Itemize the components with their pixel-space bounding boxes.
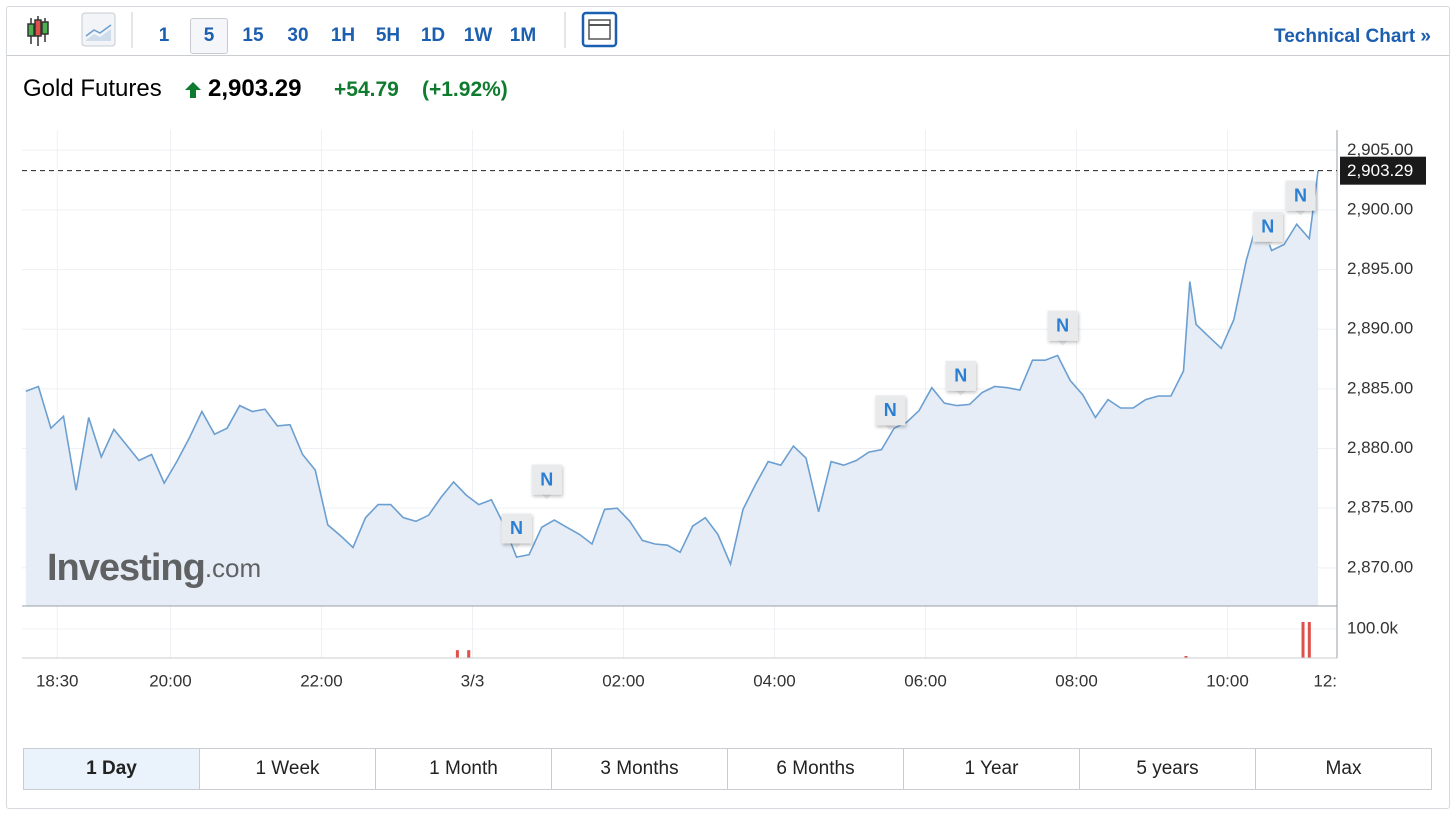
news-marker[interactable]: N <box>1285 180 1316 216</box>
range-button[interactable]: 1 Week <box>199 749 375 789</box>
news-pointer <box>955 390 966 396</box>
x-tick-label: 06:00 <box>904 671 947 690</box>
news-label: N <box>540 469 553 489</box>
price: 2,903.29 <box>208 75 302 102</box>
watermark-brand: Investing <box>47 547 205 589</box>
range-button[interactable]: 6 Months <box>727 749 903 789</box>
volume-bar <box>1184 655 1188 658</box>
watermark: Investing.com <box>47 547 261 589</box>
x-tick-label: 20:00 <box>149 671 192 690</box>
technical-chart-link[interactable]: Technical Chart » <box>1274 26 1431 47</box>
x-tick-label: 02:00 <box>602 671 645 690</box>
interval-button[interactable]: 1D <box>420 25 446 46</box>
news-label: N <box>884 400 897 420</box>
volume-bar <box>455 650 459 658</box>
frame <box>6 6 1450 809</box>
volume-bar <box>467 650 471 658</box>
range-button[interactable]: 1 Day <box>24 749 199 789</box>
toolbar-icons <box>27 11 618 48</box>
news-box <box>1047 310 1078 341</box>
x-tick-label: 22:00 <box>300 671 343 690</box>
interval-button[interactable]: 1W <box>463 25 493 46</box>
news-marker[interactable]: N <box>1047 310 1078 346</box>
range-button[interactable]: Max <box>1255 749 1431 789</box>
layout-icon-inner <box>588 19 611 40</box>
chart: 2,870.00 2,875.00 2,880.00 2,885.00 2,890.00… <box>22 130 1426 690</box>
interval-button[interactable]: 5 <box>190 18 228 54</box>
up-arrow <box>185 82 201 98</box>
news-pointer <box>541 494 552 500</box>
interval-button[interactable]: 5H <box>375 25 401 46</box>
y-tick-label: 2,900.00 <box>1347 199 1413 218</box>
range-button[interactable]: 1 Year <box>903 749 1079 789</box>
y-tick-label: 2,885.00 <box>1347 378 1413 397</box>
news-marker[interactable]: N <box>875 395 906 431</box>
watermark-suffix: .com <box>205 553 261 583</box>
news-pointer <box>885 425 896 431</box>
range-button[interactable]: 5 years <box>1079 749 1255 789</box>
change-percent: (+1.92%) <box>422 78 508 101</box>
y-tick-label: 2,895.00 <box>1347 259 1413 278</box>
news-box <box>501 513 532 544</box>
change: +54.79 <box>334 78 399 101</box>
line-icon[interactable] <box>81 12 116 47</box>
range-button[interactable]: 3 Months <box>551 749 727 789</box>
range-button[interactable]: 1 Month <box>375 749 551 789</box>
x-tick-label: 08:00 <box>1055 671 1098 690</box>
last-price-label: 2,903.29 <box>1347 161 1413 180</box>
layout-icon[interactable] <box>581 11 618 48</box>
x-tick-label: 04:00 <box>753 671 796 690</box>
volume-bar <box>1307 621 1311 658</box>
news-label: N <box>1056 315 1069 335</box>
news-box <box>531 464 562 495</box>
news-pointer <box>511 543 522 549</box>
volume-tick-label: 100.0k <box>1347 618 1399 637</box>
interval-button[interactable]: 1M <box>509 25 537 46</box>
news-marker[interactable]: N <box>501 513 532 549</box>
price-line <box>25 170 1319 567</box>
y-tick-label: 2,870.00 <box>1347 557 1413 576</box>
area-fill <box>25 170 1319 606</box>
news-pointer <box>1295 210 1306 216</box>
news-box <box>1252 211 1283 242</box>
line-icon-path <box>85 24 112 37</box>
news-label: N <box>1294 185 1307 205</box>
x-tick-label: 12: <box>1313 671 1337 690</box>
interval-button[interactable]: 30 <box>287 25 309 46</box>
range-buttons: 1 Day 1 Week 1 Month 3 Months 6 Months 1 Year… <box>23 748 1432 790</box>
toolbar: Technical Chart » 1 5 15 30 1H 5H 1D 1W 1M <box>7 6 1449 56</box>
y-tick-label: 2,905.00 <box>1347 140 1413 159</box>
x-tick-label: 10:00 <box>1206 671 1249 690</box>
last-price-box <box>1340 156 1426 185</box>
interval-button[interactable]: 1H <box>330 25 356 46</box>
x-tick-label: 3/3 <box>461 671 485 690</box>
news-box <box>945 360 976 391</box>
y-tick-label: 2,880.00 <box>1347 438 1413 457</box>
news-pointer <box>1262 241 1273 247</box>
news-marker[interactable]: N <box>531 464 562 500</box>
news-pointer <box>1057 340 1068 346</box>
news-label: N <box>954 366 967 386</box>
instrument-title: Gold Futures <box>23 75 162 102</box>
y-tick-label: 2,875.00 <box>1347 498 1413 517</box>
interval-button[interactable]: 1 <box>158 25 170 46</box>
line-icon-fill <box>86 29 111 41</box>
candlestick-icon[interactable] <box>27 16 49 46</box>
news-label: N <box>510 518 523 538</box>
news-label: N <box>1261 216 1274 236</box>
interval-button[interactable]: 15 <box>242 25 264 46</box>
y-tick-label: 2,890.00 <box>1347 319 1413 338</box>
x-tick-label: 18:30 <box>36 671 79 690</box>
news-box <box>875 395 906 426</box>
news-box <box>1285 180 1316 211</box>
news-marker[interactable]: N <box>945 360 976 396</box>
news-marker[interactable]: N <box>1252 211 1283 247</box>
volume-bar <box>1301 621 1305 658</box>
